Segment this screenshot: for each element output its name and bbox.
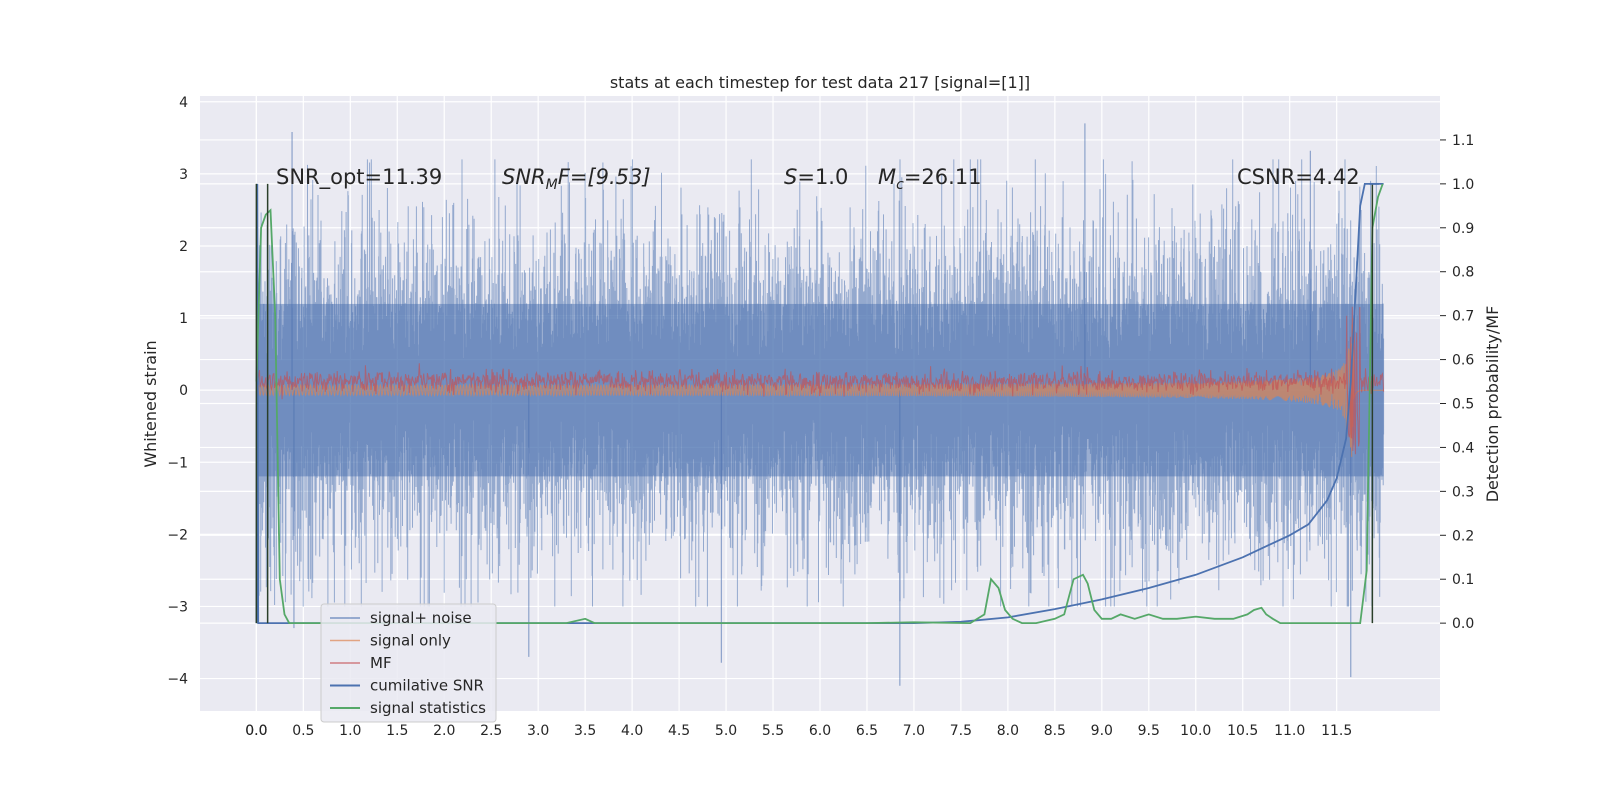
x-tick-label: 0.0: [245, 723, 267, 739]
annotation-snr-opt: SNR_opt=11.39: [276, 165, 442, 190]
y-tick-label: −4: [167, 672, 188, 688]
x-tick-label: 1.0: [339, 723, 361, 739]
x-tick-label: 8.5: [1044, 723, 1066, 739]
y-right-tick-label: 0.5: [1452, 397, 1474, 413]
y-right-axis-label: Detection probability/MF: [1483, 306, 1502, 503]
annotation-s-symbol: S: [784, 165, 797, 189]
annotation-mc: Mc=26.11: [878, 165, 982, 193]
annotation-csnr: CSNR=4.42: [1237, 165, 1360, 189]
annotation-snr-mf-subscript: M: [546, 177, 558, 193]
x-tick-label: 11.5: [1321, 723, 1352, 739]
y-right-tick-label: 0.8: [1452, 265, 1474, 281]
y-tick-label: 2: [179, 239, 188, 255]
y-tick-label: −1: [167, 455, 188, 471]
legend-entries: signal+ noise signal only MF cumilative SNR…: [330, 609, 486, 717]
x-tick-label: 10.5: [1227, 723, 1258, 739]
legend-label: MF: [370, 654, 392, 672]
x-tick-label: 5.0: [715, 723, 737, 739]
annotation-snr-mf-value: F=[9.53]: [558, 165, 651, 189]
y-right-tick-label: 0.3: [1452, 484, 1474, 500]
y-tick-label: 4: [179, 95, 188, 111]
x-tick-label: 6.5: [856, 723, 878, 739]
x-tick-label: 9.0: [1091, 723, 1113, 739]
x-tick-label: 11.0: [1274, 723, 1305, 739]
y-axis-label: Whitened strain: [141, 340, 160, 467]
x-tick-label: 8.0: [997, 723, 1019, 739]
chart-title: stats at each timestep for test data 217…: [610, 73, 1030, 92]
x-tick-label: 3.0: [527, 723, 549, 739]
x-tick-label: 5.5: [762, 723, 784, 739]
annotation-snr-mf-symbol: SNR: [502, 165, 546, 189]
annotation-mc-symbol: M: [878, 165, 896, 189]
legend-label: cumilative SNR: [370, 677, 484, 695]
y-tick-label: −3: [167, 599, 188, 615]
y-tick-label: 0: [179, 383, 188, 399]
x-axis-ticks: 0.00.0 0.5 1.0 1.5 2.0 2.5 3.0 3.5 4.0 4.5 5.0 5.5 6…: [245, 723, 1352, 739]
annotation-mc-subscript: c: [896, 177, 904, 193]
x-tick-label: 7.0: [903, 723, 925, 739]
y-right-tick-label: 0.2: [1452, 528, 1474, 544]
annotation-s: S=1.0: [784, 165, 848, 189]
legend: signal+ noise signal only MF cumilative SNR…: [320, 603, 497, 723]
x-tick-label: 0.0: [245, 723, 267, 739]
y-axis-ticks: 4 3 2 1 0 −1 −2 −3 −4: [167, 95, 188, 688]
y-right-tick-label: 0.0: [1452, 616, 1474, 632]
y-right-tick-label: 1.0: [1452, 177, 1474, 193]
annotation-s-value: =1.0: [797, 165, 848, 189]
y-right-tick-label: 0.9: [1452, 221, 1474, 237]
series-mf: [255, 306, 1385, 455]
x-tick-label: 4.0: [621, 723, 643, 739]
annotation-snr-mf: SNRMF=[9.53]: [502, 165, 651, 193]
x-tick-label: 2.0: [433, 723, 455, 739]
x-tick-label: 10.0: [1180, 723, 1211, 739]
y-right-tick-label: 0.6: [1452, 353, 1474, 369]
y-right-axis-ticks: 1.1 1.0 0.9 0.8 0.7 0.6 0.5 0.4 0.3 0.2 0.1 0.0: [1440, 133, 1474, 632]
legend-label: signal+ noise: [370, 609, 472, 627]
mf-line: [255, 306, 1385, 455]
legend-label: signal only: [370, 632, 451, 650]
annotation-mc-value: =26.11: [904, 165, 982, 189]
x-tick-label: 7.5: [950, 723, 972, 739]
y-right-tick-label: 0.1: [1452, 572, 1474, 588]
y-right-tick-label: 1.1: [1452, 133, 1474, 149]
legend-label: signal statistics: [370, 699, 486, 717]
legend-box: [320, 603, 497, 723]
x-tick-label: 9.5: [1138, 723, 1160, 739]
x-tick-label: 0.5: [292, 723, 314, 739]
y-tick-label: 3: [179, 167, 188, 183]
x-tick-label: 3.5: [574, 723, 596, 739]
y-tick-label: −2: [167, 527, 188, 543]
x-tick-label: 1.5: [386, 723, 408, 739]
x-tick-label: 2.5: [480, 723, 502, 739]
y-right-tick-label: 0.4: [1452, 440, 1474, 456]
y-tick-label: 1: [179, 311, 188, 327]
x-tick-label: 6.0: [809, 723, 831, 739]
x-tick-label: 4.5: [668, 723, 690, 739]
y-right-tick-label: 0.7: [1452, 309, 1474, 325]
